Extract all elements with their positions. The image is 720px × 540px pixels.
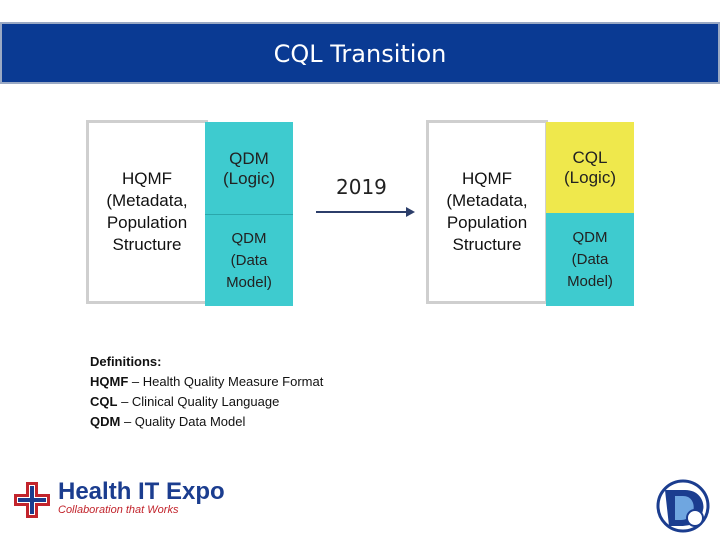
definition-text: – Health Quality Measure Format <box>128 374 324 389</box>
arrow-year-label: 2019 <box>336 175 387 199</box>
right-logic-cell: CQL (Logic) <box>546 122 634 214</box>
globe-logo-icon <box>656 479 710 533</box>
definition-text: – Clinical Quality Language <box>117 394 280 409</box>
left-logic-cell: QDM (Logic) <box>205 122 293 216</box>
definition-term: HQMF <box>90 374 129 389</box>
right-model-label: QDM (Data Model) <box>567 228 613 290</box>
right-hqmf-label: HQMF (Metadata, Population Structure <box>446 169 528 254</box>
left-logic-label: QDM (Logic) <box>223 149 275 188</box>
definition-text: – Quality Data Model <box>120 414 246 429</box>
definition-term: QDM <box>90 414 121 429</box>
right-logic-label: CQL (Logic) <box>564 148 616 187</box>
right-hqmf-box: HQMF (Metadata, Population Structure <box>426 120 548 304</box>
health-it-expo-logo-icon <box>14 482 50 518</box>
definition-item: HQMF – Health Quality Measure Format <box>90 372 323 392</box>
title-banner: CQL Transition <box>0 22 720 84</box>
right-model-cell: QDM (Data Model) <box>546 213 634 306</box>
left-model-label: QDM (Data Model) <box>226 229 272 291</box>
logo-tagline: Collaboration that Works <box>58 504 179 516</box>
logo-name: Health IT Expo <box>58 478 225 505</box>
left-hqmf-box: HQMF (Metadata, Population Structure <box>86 120 208 304</box>
definition-item: CQL – Clinical Quality Language <box>90 392 323 412</box>
logo-text: Health IT Expo Collaboration that Works <box>58 478 225 516</box>
definitions-heading: Definitions: <box>90 354 162 369</box>
left-model-cell: QDM (Data Model) <box>205 214 293 306</box>
left-hqmf-label: HQMF (Metadata, Population Structure <box>106 169 188 254</box>
definition-item: QDM – Quality Data Model <box>90 412 323 432</box>
right-arrow-icon <box>316 207 415 217</box>
definition-term: CQL <box>90 394 118 409</box>
page-title: CQL Transition <box>273 40 447 68</box>
definitions: Definitions: HQMF – Health Quality Measu… <box>90 352 323 432</box>
